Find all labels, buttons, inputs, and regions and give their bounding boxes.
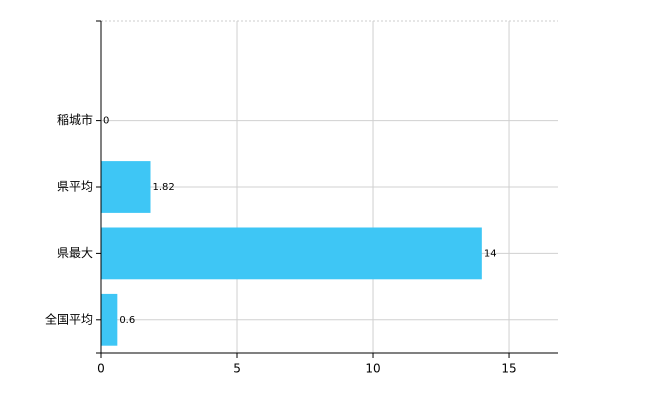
y-tick-label: 全国平均: [45, 311, 93, 326]
x-tick-label: 0: [97, 362, 105, 376]
y-tick-label: 稲城市: [57, 112, 93, 127]
value-label: 0.6: [119, 315, 135, 326]
bar: [101, 293, 118, 346]
x-tick-label: 15: [501, 362, 516, 376]
bar: [101, 161, 151, 213]
x-tick-label: 10: [365, 362, 380, 376]
value-label: 14: [484, 248, 497, 259]
x-tick-label: 5: [233, 362, 241, 376]
y-tick-label: 県平均: [57, 180, 93, 194]
bar: [101, 227, 482, 280]
value-label: 1.82: [153, 182, 175, 193]
y-tick-label: 県最大: [57, 246, 93, 260]
value-label: 0: [103, 116, 109, 127]
